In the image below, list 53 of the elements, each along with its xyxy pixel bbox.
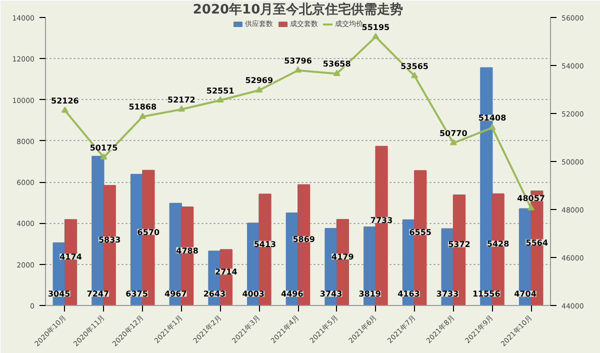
point xyxy=(100,153,108,160)
data-label: 6570 xyxy=(137,228,160,237)
data-label: 5372 xyxy=(448,240,470,250)
point xyxy=(61,106,68,113)
chart-title: 2020年10月至今北京住宅供需走势 xyxy=(192,2,404,18)
data-label: 4174 xyxy=(60,252,82,262)
data-label: 48057 xyxy=(517,194,546,204)
data-label: 52126 xyxy=(51,96,80,106)
data-label: 4003 xyxy=(242,290,264,299)
data-label: 50175 xyxy=(90,143,118,152)
data-label: 5428 xyxy=(486,240,510,249)
point xyxy=(178,105,185,112)
data-label: 6375 xyxy=(126,290,148,299)
data-label: 51408 xyxy=(478,114,507,123)
point xyxy=(139,112,146,119)
point xyxy=(216,96,224,103)
data-label: 2714 xyxy=(215,268,238,277)
data-label: 7733 xyxy=(370,216,393,225)
point xyxy=(450,139,457,146)
data-label: 55195 xyxy=(362,22,390,32)
point xyxy=(333,70,340,76)
data-label: 3819 xyxy=(358,290,382,299)
data-label: 6555 xyxy=(409,228,432,238)
point xyxy=(256,86,263,92)
data-label: 5564 xyxy=(526,238,548,248)
data-label: 52172 xyxy=(168,95,196,104)
data-label: 2643 xyxy=(203,290,226,299)
data-label: 4163 xyxy=(398,290,420,299)
point xyxy=(372,32,380,40)
data-label: 53796 xyxy=(284,56,312,66)
data-label: 11556 xyxy=(472,290,501,299)
data-label: 52551 xyxy=(206,86,235,96)
data-label: 51868 xyxy=(128,102,157,112)
data-label: 5833 xyxy=(98,236,121,245)
point xyxy=(411,72,418,78)
data-label: 4179 xyxy=(332,252,354,262)
data-label: 4788 xyxy=(176,246,199,256)
point xyxy=(488,124,496,130)
data-label: 52969 xyxy=(245,76,274,86)
data-label: 7247 xyxy=(86,290,110,299)
data-label: 53565 xyxy=(400,62,429,71)
point xyxy=(294,66,302,73)
data-label: 3045 xyxy=(48,290,71,299)
data-label: 3743 xyxy=(320,290,342,299)
data-label: 4967 xyxy=(164,290,187,299)
data-label: 53658 xyxy=(322,60,352,69)
data-label: 4496 xyxy=(281,290,304,299)
data-label: 4704 xyxy=(514,290,537,299)
data-label: 5413 xyxy=(254,240,276,249)
data-label: 50770 xyxy=(439,129,468,138)
point xyxy=(528,204,535,210)
data-label: 3733 xyxy=(436,290,459,299)
data-label: 5869 xyxy=(292,235,316,244)
